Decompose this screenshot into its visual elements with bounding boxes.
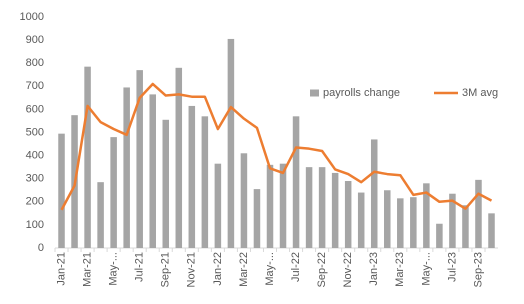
bar [344, 181, 352, 248]
x-tick-label: May-... [108, 252, 120, 286]
bar [162, 119, 170, 248]
x-tick-label: Jan-22 [212, 252, 224, 286]
x-tick-label: Jan-23 [368, 252, 380, 286]
x-tick-label: Nov-22 [342, 252, 354, 287]
bar [110, 137, 117, 248]
bar [123, 87, 130, 248]
x-tick-label: May-... [264, 252, 276, 286]
y-tick-label: 1000 [20, 11, 44, 23]
bar [318, 167, 326, 248]
line [60, 82, 493, 211]
bar [97, 182, 104, 248]
bar [266, 164, 274, 248]
x-tick-label: Sep-21 [160, 252, 172, 287]
x-tick-label: Jan-21 [55, 252, 67, 286]
bar [384, 190, 391, 248]
bar [149, 94, 156, 248]
y-tick-label: 700 [26, 80, 44, 92]
x-tick-label: Jul-23 [446, 252, 458, 282]
y-tick-label: 400 [26, 150, 44, 162]
bar [475, 179, 482, 248]
y-tick-label: 600 [26, 103, 44, 115]
bar [488, 213, 495, 248]
bar [214, 163, 222, 248]
bar [423, 183, 430, 248]
x-tick-label: May-... [420, 252, 432, 286]
bar [279, 163, 287, 248]
y-tick-label: 300 [26, 173, 44, 185]
bar [397, 198, 404, 248]
x-tick-label: Sep-22 [316, 252, 328, 287]
bar [462, 205, 469, 248]
bar [227, 38, 235, 248]
y-tick-label: 800 [26, 57, 44, 69]
legend-swatch [310, 89, 319, 97]
bar [370, 139, 378, 248]
bar [331, 172, 339, 248]
bar [188, 105, 196, 248]
bar [84, 66, 91, 248]
x-tick-label: Mar-22 [238, 252, 250, 287]
x-tick-label: Jul-21 [134, 252, 146, 282]
x-tick-label: Mar-21 [81, 252, 93, 287]
bar [410, 197, 417, 248]
legend-label: payrolls change [323, 87, 400, 99]
y-tick-label: 200 [26, 196, 44, 208]
y-tick-label: 0 [38, 242, 44, 254]
bar [58, 133, 65, 248]
y-tick-label: 100 [26, 219, 44, 231]
bar [305, 167, 313, 248]
bar [175, 67, 183, 248]
bar [292, 116, 300, 248]
x-tick-label: Sep-23 [472, 252, 484, 287]
bar [436, 223, 443, 248]
x-tick-label: Jul-22 [290, 252, 302, 282]
bar [253, 189, 261, 248]
bar [449, 193, 456, 248]
bar [201, 116, 209, 248]
bar [136, 70, 143, 248]
legend-label: 3M avg [462, 87, 498, 99]
y-tick-label: 900 [26, 34, 44, 46]
x-tick-label: Mar-23 [394, 252, 406, 287]
bar [240, 153, 248, 248]
bar [357, 192, 365, 248]
y-tick-label: 500 [26, 126, 44, 138]
x-tick-label: Nov-21 [186, 252, 198, 287]
